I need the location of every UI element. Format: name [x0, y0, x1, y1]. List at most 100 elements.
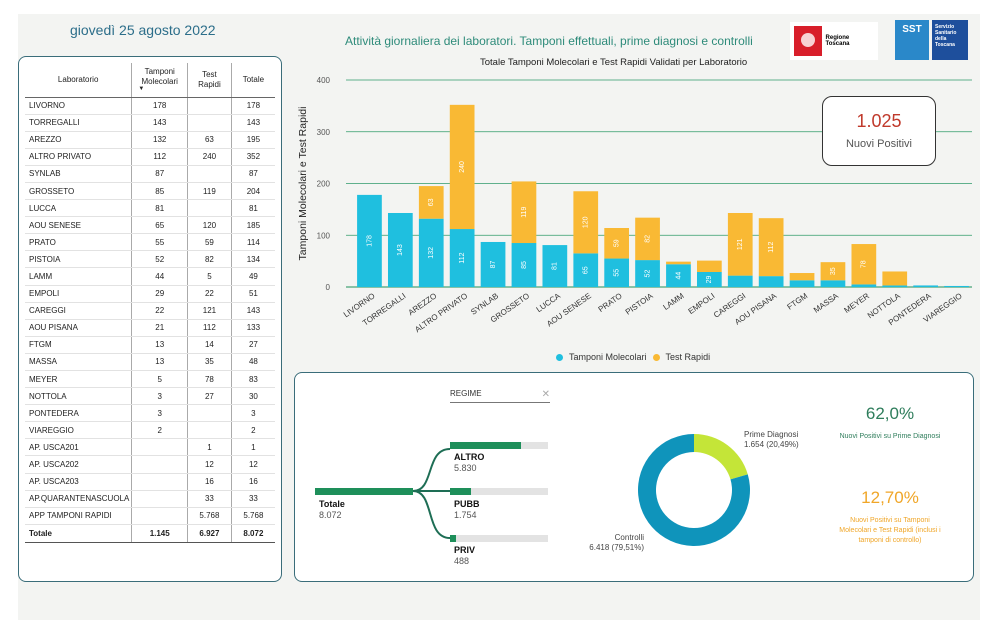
table-row[interactable]: LAMM 44 5 49	[25, 267, 275, 286]
data-label: 52	[644, 270, 651, 278]
table-row[interactable]: GROSSETO 85 119 204	[25, 182, 275, 201]
root-bar[interactable]	[315, 488, 413, 495]
node-altro-bar[interactable]	[450, 442, 548, 449]
bar-molecolari[interactable]	[357, 194, 382, 287]
bar-test-rapidi[interactable]	[604, 228, 630, 259]
bar-test-rapidi[interactable]	[851, 244, 877, 285]
table-row[interactable]: VIAREGGIO 2 2	[25, 421, 275, 440]
node-pubb-bar[interactable]	[450, 488, 548, 495]
table-row[interactable]: AREZZO 132 63 195	[25, 131, 275, 149]
table-row[interactable]: AP. USCA203 16 16	[25, 473, 275, 491]
node-altro-fill	[450, 442, 521, 449]
bar-test-rapidi[interactable]	[789, 273, 815, 281]
table-cell: 44	[131, 267, 188, 286]
table-row[interactable]: LIVORNO 178 178	[25, 97, 275, 115]
data-label: 81	[552, 262, 559, 270]
table-cell: 178	[131, 97, 188, 115]
table-row[interactable]: APP TAMPONI RAPIDI 5.768 5.768	[25, 507, 275, 525]
col-test-rapidi[interactable]: Test Rapidi	[187, 63, 232, 98]
table-row[interactable]: LUCCA 81 81	[25, 199, 275, 218]
table-row[interactable]: MASSA 13 35 48	[25, 353, 275, 372]
legend-rapidi[interactable]: Test Rapidi	[665, 352, 711, 362]
table-cell: MEYER	[25, 370, 132, 389]
bar-molecolari[interactable]	[944, 285, 969, 287]
table-row[interactable]: PONTEDERA 3 3	[25, 404, 275, 423]
sort-desc-icon: ▼	[138, 86, 145, 93]
table-total-cell: 8.072	[230, 523, 275, 543]
bar-test-rapidi[interactable]	[666, 261, 691, 265]
regime-filter[interactable]: REGIME ✕	[450, 389, 550, 403]
table-row[interactable]: PRATO 55 59 114	[25, 233, 275, 252]
bar-molecolari[interactable]	[449, 229, 475, 287]
table-cell: 85	[131, 182, 188, 201]
table-cell	[131, 455, 188, 474]
bar-molecolari[interactable]	[604, 258, 630, 287]
bar-molecolari[interactable]	[542, 245, 568, 287]
data-label: 29	[706, 276, 713, 284]
table-cell: AP. USCA201	[25, 438, 132, 457]
table-row[interactable]: AOU SENESE 65 120 185	[25, 216, 275, 235]
bar-test-rapidi[interactable]	[820, 262, 846, 281]
table-total-row: Totale 1.145 6.927 8.072	[25, 523, 275, 543]
table-row[interactable]: SYNLAB 87 87	[25, 165, 275, 183]
table-cell: 5	[187, 267, 232, 286]
root-label: Totale	[319, 499, 345, 509]
bar-molecolari[interactable]	[820, 280, 846, 287]
bar-molecolari[interactable]	[511, 243, 537, 287]
bar-molecolari[interactable]	[789, 280, 815, 287]
bar-test-rapidi[interactable]	[511, 181, 537, 244]
table-row[interactable]: EMPOLI 29 22 51	[25, 285, 275, 303]
bar-test-rapidi[interactable]	[727, 212, 753, 276]
bar-test-rapidi[interactable]	[882, 271, 908, 286]
data-label: 63	[428, 198, 435, 206]
table-row[interactable]: AOU PISANA 21 112 133	[25, 319, 275, 337]
bar-molecolari[interactable]	[727, 275, 753, 287]
donut-slice-controlli[interactable]	[638, 434, 750, 546]
col-totale[interactable]: Totale	[230, 63, 275, 98]
table-cell: AP.QUARANTENASCUOLA	[25, 490, 132, 508]
bar-molecolari[interactable]	[913, 285, 939, 287]
col-laboratorio[interactable]: Laboratorio	[25, 63, 132, 98]
node-priv-bar[interactable]	[450, 535, 548, 542]
bar-molecolari[interactable]	[635, 260, 660, 287]
close-icon[interactable]: ✕	[541, 389, 550, 400]
table-row[interactable]: PISTOIA 52 82 134	[25, 250, 275, 269]
table-cell: 14	[187, 336, 232, 354]
table-row[interactable]: ALTRO PRIVATO 112 240 352	[25, 148, 275, 166]
col-tamponi-molecolari[interactable]: Tamponi Molecolari ▼	[131, 63, 188, 98]
table-cell: 52	[131, 250, 188, 269]
table-row[interactable]: NOTTOLA 3 27 30	[25, 387, 275, 406]
table-row[interactable]: AP. USCA201 1 1	[25, 438, 275, 457]
donut-slice-prime-diagnosi[interactable]	[694, 434, 748, 480]
table-row[interactable]: TORREGALLI 143 143	[25, 114, 275, 132]
data-label: 59	[613, 239, 620, 247]
bar-test-rapidi[interactable]	[573, 191, 599, 254]
bar-molecolari[interactable]	[758, 276, 784, 287]
bar-molecolari[interactable]	[851, 284, 877, 287]
bar-molecolari[interactable]	[696, 271, 722, 287]
table-row[interactable]: AP. USCA202 12 12	[25, 455, 275, 474]
bar-test-rapidi[interactable]	[696, 260, 722, 272]
table-cell: NOTTOLA	[25, 387, 132, 406]
table-row[interactable]: FTGM 13 14 27	[25, 336, 275, 354]
table-row[interactable]: MEYER 5 78 83	[25, 370, 275, 389]
bar-molecolari[interactable]	[387, 212, 413, 287]
bar-molecolari[interactable]	[418, 218, 444, 287]
table-row[interactable]: AP.QUARANTENASCUOLA 33 33	[25, 490, 275, 508]
table-row[interactable]: CAREGGI 22 121 143	[25, 302, 275, 320]
bar-test-rapidi[interactable]	[635, 217, 660, 261]
bar-molecolari[interactable]	[882, 285, 908, 287]
legend-molecolari[interactable]: Tamponi Molecolari	[569, 352, 647, 362]
bar-test-rapidi[interactable]	[449, 104, 475, 230]
bar-test-rapidi[interactable]	[758, 218, 784, 277]
bar-molecolari[interactable]	[666, 264, 691, 287]
table-cell: AOU PISANA	[25, 319, 132, 337]
table-cell: 195	[230, 131, 275, 149]
bar-molecolari[interactable]	[480, 241, 506, 287]
bar-test-rapidi[interactable]	[418, 186, 444, 219]
table-cell: 121	[187, 302, 232, 320]
bar-molecolari[interactable]	[573, 253, 599, 287]
table-cell: 133	[230, 319, 275, 337]
table-cell	[187, 165, 232, 183]
data-label: 87	[490, 260, 497, 268]
